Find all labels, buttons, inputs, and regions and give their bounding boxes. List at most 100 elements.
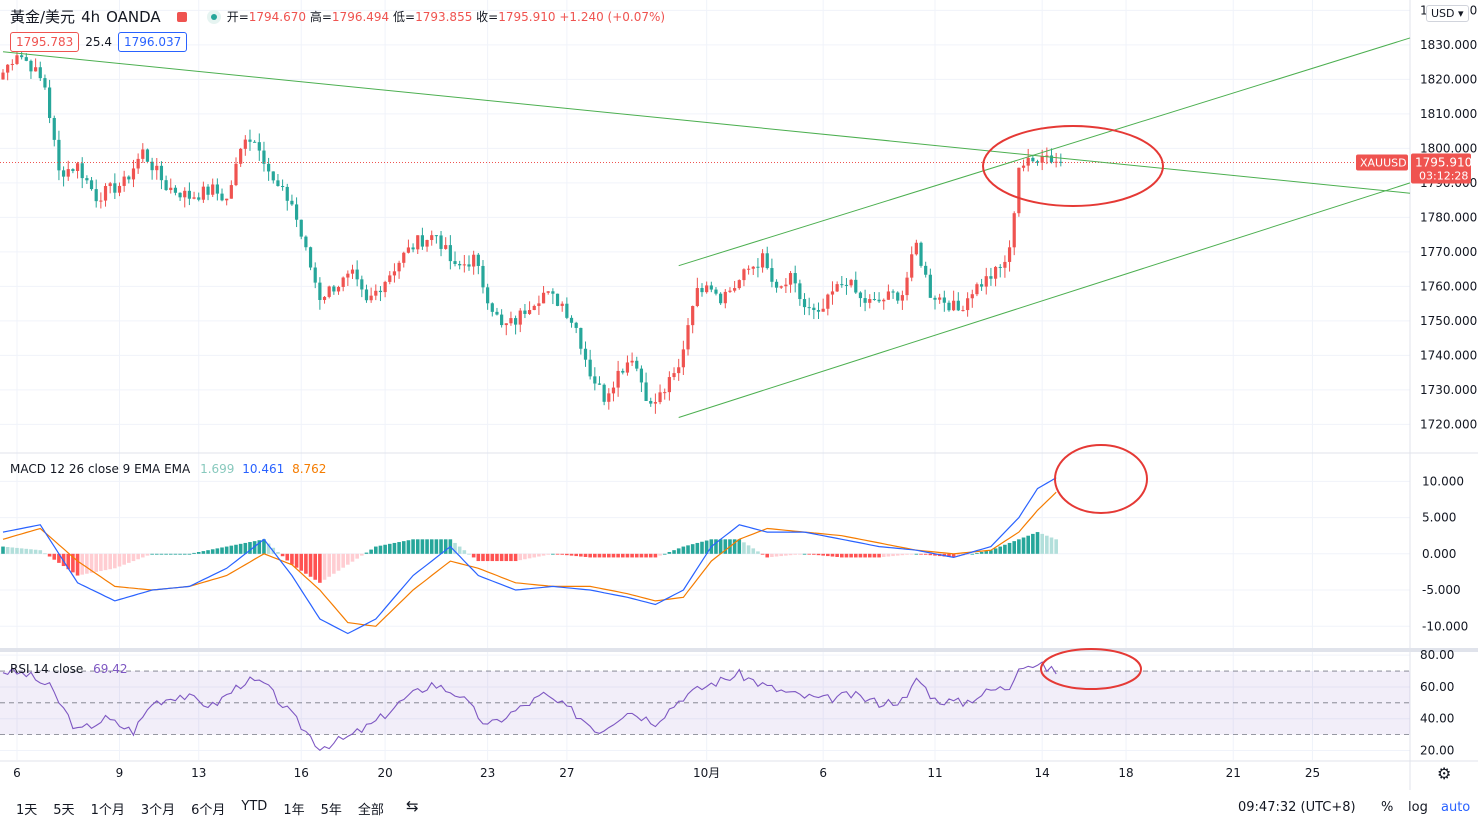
macd-histogram-bar — [61, 553, 66, 567]
time-tick-label: 11 — [927, 766, 942, 780]
macd-histogram-bar — [662, 553, 667, 555]
channel-lower-line — [678, 182, 1411, 418]
macd-histogram-bar — [975, 552, 979, 554]
range-1m[interactable]: 1个月 — [90, 803, 125, 818]
log-toggle[interactable]: log — [1408, 800, 1428, 815]
macd-histogram-bar — [187, 553, 192, 555]
macd-histogram-bar — [471, 553, 476, 558]
macd-histogram-bar — [57, 553, 61, 563]
macd-histogram-bar — [1040, 533, 1044, 554]
macd-histogram-bar — [877, 553, 881, 558]
buy-button[interactable]: 1796.037 — [117, 32, 188, 52]
time-tick-label: 23 — [480, 766, 495, 780]
macd-histogram-bar — [658, 553, 662, 556]
candle-body — [57, 139, 61, 171]
range-all[interactable]: 全部 — [357, 803, 384, 818]
macd-histogram-bar — [341, 553, 345, 568]
interval-label[interactable]: 4h — [81, 7, 101, 26]
market-open-icon — [206, 9, 221, 24]
candles — [0, 45, 1410, 414]
macd-histogram-bar — [122, 553, 126, 565]
candle-body — [784, 284, 788, 287]
candle-body — [267, 163, 271, 172]
candle-body — [322, 296, 327, 300]
macd-histogram-bar — [993, 548, 998, 554]
macd-histogram-bar — [518, 553, 523, 561]
goto-date-icon[interactable]: ⇆ — [406, 797, 419, 815]
macd-histogram-bar — [979, 552, 984, 554]
candle-body — [183, 190, 187, 198]
range-1y[interactable]: 1年 — [283, 803, 305, 818]
range-3m[interactable]: 3个月 — [140, 803, 176, 818]
range-5d[interactable]: 5天 — [53, 803, 75, 818]
candle-body — [574, 322, 578, 328]
macd-histogram-bar — [672, 550, 676, 554]
macd-histogram-bar — [909, 553, 914, 555]
candle-body — [593, 376, 597, 384]
clock: 09:47:32 (UTC+8) — [1238, 800, 1356, 815]
price-tick-label: 1820.000 — [1420, 72, 1477, 86]
candle-body — [24, 57, 28, 61]
candle-body — [518, 310, 522, 325]
macd-histogram-bar — [513, 553, 518, 562]
candle-body — [653, 402, 657, 404]
macd-histogram-bar — [695, 542, 700, 554]
macd-histogram-bar — [182, 553, 187, 555]
candle-body — [588, 359, 592, 377]
macd-histogram-bar — [499, 553, 504, 562]
macd-histogram-bar — [523, 553, 527, 560]
macd-histogram-bar — [215, 548, 220, 554]
candle-body — [239, 148, 243, 164]
candle-body — [416, 235, 420, 250]
candle-body — [271, 171, 275, 181]
candle-body — [625, 362, 630, 373]
candle-body — [597, 383, 602, 385]
candle-body — [812, 307, 816, 311]
candle-body — [630, 360, 634, 363]
macd-histogram-bar — [826, 553, 830, 557]
candle-body — [1021, 165, 1026, 168]
candle-body — [187, 190, 191, 199]
macd-histogram-bar — [579, 553, 583, 557]
price-tick-label: 1780.000 — [1420, 210, 1477, 224]
time-tick-label: 27 — [559, 766, 574, 780]
macd-histogram-bar — [905, 553, 909, 555]
macd-histogram-bar — [756, 551, 760, 554]
candle-body — [914, 242, 918, 255]
candle-body — [281, 186, 285, 188]
currency-button[interactable]: USD ▾ — [1426, 5, 1469, 22]
macd-histogram-bar — [849, 553, 853, 558]
candle-body — [910, 254, 914, 278]
candle-body — [355, 269, 359, 280]
candle-body — [886, 291, 890, 300]
macd-histogram-bar — [33, 549, 38, 554]
candle-body — [555, 293, 560, 306]
flag-icon[interactable] — [176, 11, 187, 22]
candle-body — [495, 311, 499, 315]
macd-histogram-bar — [387, 543, 392, 554]
auto-toggle[interactable]: auto — [1441, 800, 1471, 815]
macd-histogram-bar — [131, 553, 136, 562]
macd-histogram-bar — [1049, 537, 1054, 554]
range-6m[interactable]: 6个月 — [191, 803, 226, 818]
settings-gear-icon[interactable]: ⚙ — [1437, 764, 1452, 783]
sell-button[interactable]: 1795.783 — [10, 32, 80, 52]
macd-histogram-bar — [569, 553, 574, 556]
symbol-name[interactable]: 黃金/美元 — [10, 8, 76, 26]
candle-body — [383, 281, 387, 293]
candle-body — [747, 268, 751, 270]
candle-body — [229, 185, 233, 199]
candle-body — [1031, 157, 1035, 162]
macd-histogram-bar — [173, 553, 178, 555]
range-1d[interactable]: 1天 — [16, 803, 38, 818]
candle-body — [546, 291, 550, 293]
range-5y[interactable]: 5年 — [320, 803, 342, 818]
candle-body — [639, 368, 644, 383]
range-ytd[interactable]: YTD — [241, 799, 268, 814]
candle-body — [215, 184, 219, 194]
macd-histogram-bar — [462, 550, 467, 554]
macd-histogram-bar — [434, 539, 439, 554]
macd-histogram-bar — [336, 553, 341, 571]
percent-toggle[interactable]: % — [1381, 800, 1394, 815]
